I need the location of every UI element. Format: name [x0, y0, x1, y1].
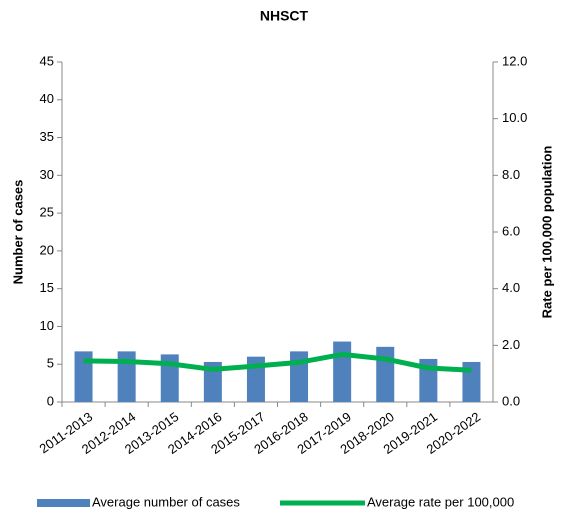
y-tick-label: 20 — [40, 242, 54, 257]
y-tick-label: 45 — [40, 53, 54, 68]
line — [83, 351, 472, 373]
legend-label: Average number of cases — [92, 494, 240, 509]
y2-tick-label: 10.0 — [502, 110, 527, 125]
chart-title: NHSCT — [260, 8, 309, 24]
y-tick-label: 40 — [40, 91, 54, 106]
y-tick-label: 5 — [47, 356, 54, 371]
y2-tick-label: 8.0 — [502, 167, 520, 182]
y-tick-label: 10 — [40, 318, 54, 333]
y-tick-label: 0 — [47, 393, 54, 408]
legend-swatch — [37, 499, 90, 507]
y2-tick-label: 4.0 — [502, 280, 520, 295]
bar — [203, 361, 222, 402]
bar — [376, 346, 395, 402]
y2-axis-title: Rate per 100,000 population — [539, 146, 554, 319]
y2-tick-label: 12.0 — [502, 53, 527, 68]
y-tick-label: 35 — [40, 129, 54, 144]
y-tick-label: 25 — [40, 205, 54, 220]
y-tick-label: 15 — [40, 280, 54, 295]
y-axis-title: Number of cases — [10, 180, 25, 285]
y2-tick-label: 0.0 — [502, 393, 520, 408]
y-tick-label: 30 — [40, 167, 54, 182]
bar — [333, 341, 352, 402]
y2-tick-label: 6.0 — [502, 223, 520, 238]
bar — [74, 351, 93, 402]
y2-tick-label: 2.0 — [502, 337, 520, 352]
legend-label: Average rate per 100,000 — [367, 494, 514, 509]
